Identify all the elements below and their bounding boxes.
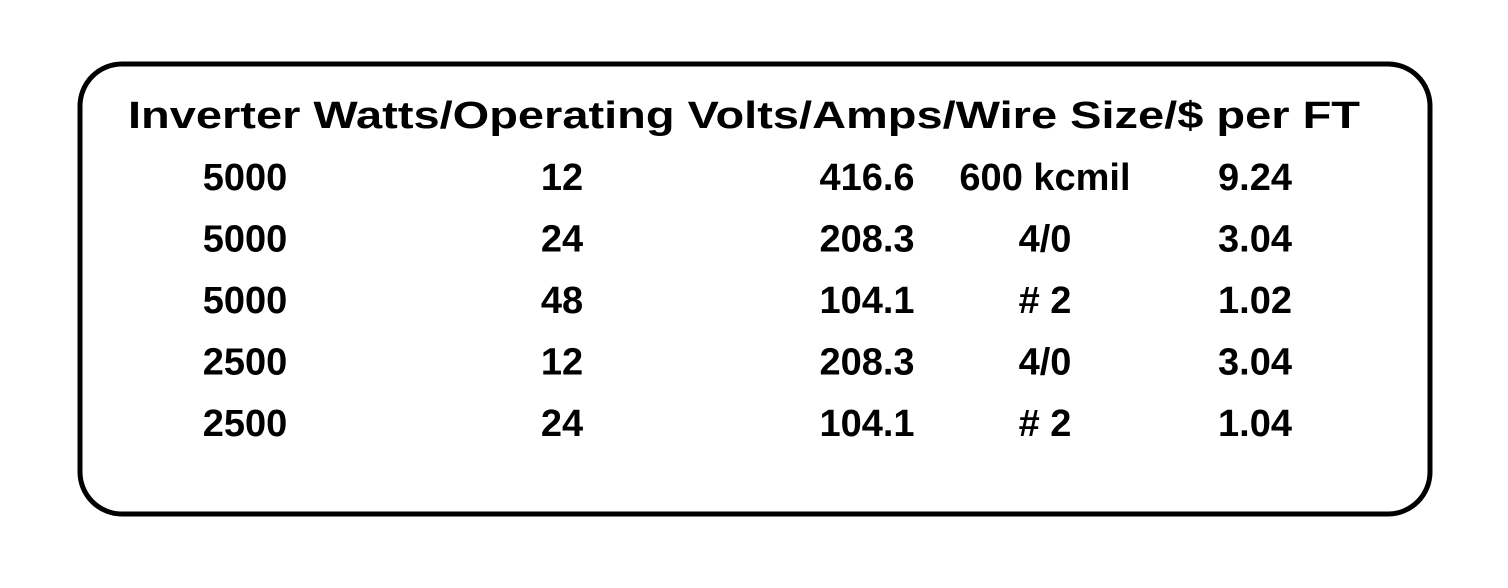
table-cell: 208.3: [819, 342, 914, 384]
table-cell: # 2: [1019, 280, 1072, 322]
table-cell: 48: [541, 280, 583, 322]
table-cell: 4/0: [1019, 219, 1072, 261]
table-cell: 416.6: [819, 157, 914, 199]
table-cell: 1.02: [1218, 280, 1292, 322]
table-cell: 9.24: [1218, 157, 1292, 199]
table-cell: 5000: [203, 157, 288, 199]
table-cell: 4/0: [1019, 342, 1072, 384]
table-cell: 2500: [203, 342, 288, 384]
table-cell: 3.04: [1218, 219, 1292, 261]
table-cell: 104.1: [819, 403, 914, 445]
table-cell: 3.04: [1218, 342, 1292, 384]
table-cell: 24: [541, 219, 583, 261]
table-cell: 12: [541, 342, 583, 384]
table-cell: 1.04: [1218, 403, 1292, 445]
table-cell: 12: [541, 157, 583, 199]
table-cell: 24: [541, 403, 583, 445]
table-cell: 5000: [203, 280, 288, 322]
table-cell: 600 kcmil: [959, 157, 1130, 199]
table-cell: 104.1: [819, 280, 914, 322]
table-header: Inverter Watts/Operating Volts/Amps/Wire…: [128, 95, 1360, 137]
card-border: [77, 61, 1433, 517]
table-cell: 2500: [203, 403, 288, 445]
table-cell: # 2: [1019, 403, 1072, 445]
table-cell: 208.3: [819, 219, 914, 261]
table-cell: 5000: [203, 219, 288, 261]
